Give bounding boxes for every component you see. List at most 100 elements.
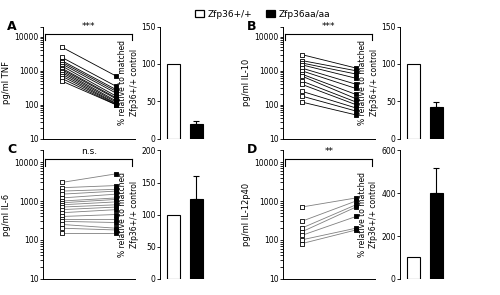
Point [58, 45, 66, 49]
Text: **: ** [324, 147, 333, 155]
Point [58, 210, 66, 215]
Text: D: D [248, 143, 258, 156]
Point [58, 185, 66, 190]
Point [112, 231, 120, 235]
Point [352, 92, 360, 97]
Point [112, 183, 120, 188]
Point [112, 102, 120, 107]
Point [112, 212, 120, 217]
Y-axis label: % relative to matched
Zfp36+/+ control: % relative to matched Zfp36+/+ control [358, 172, 378, 257]
Point [58, 66, 66, 71]
Point [352, 66, 360, 71]
Text: ***: *** [322, 22, 336, 31]
Point [298, 233, 306, 238]
Point [112, 94, 120, 98]
Point [298, 58, 306, 63]
Point [58, 207, 66, 212]
Point [352, 202, 360, 207]
Point [112, 205, 120, 209]
Point [58, 202, 66, 207]
Point [298, 60, 306, 65]
Point [352, 109, 360, 113]
Point [112, 189, 120, 194]
Point [298, 89, 306, 94]
Point [298, 230, 306, 234]
Point [352, 102, 360, 107]
Point [112, 207, 120, 212]
Point [298, 219, 306, 224]
Bar [190, 124, 203, 139]
Point [58, 180, 66, 185]
Point [58, 226, 66, 231]
Point [58, 192, 66, 196]
Point [58, 231, 66, 235]
Point [112, 87, 120, 92]
Text: n.s.: n.s. [80, 147, 97, 155]
Bar [190, 199, 203, 279]
Point [58, 219, 66, 224]
Point [112, 199, 120, 204]
Point [58, 76, 66, 81]
Point [58, 78, 66, 83]
Point [58, 67, 66, 72]
Point [298, 62, 306, 67]
Point [352, 100, 360, 104]
Y-axis label: pg/ml IL-10: pg/ml IL-10 [242, 59, 252, 106]
Point [112, 202, 120, 207]
Point [58, 60, 66, 64]
Point [112, 91, 120, 95]
Text: C: C [8, 143, 16, 156]
Point [58, 68, 66, 73]
Point [352, 214, 360, 219]
Bar [407, 257, 420, 279]
Point [352, 86, 360, 91]
Point [298, 205, 306, 209]
Y-axis label: pg/ml IL-12p40: pg/ml IL-12p40 [242, 183, 252, 246]
Point [352, 205, 360, 209]
Text: B: B [248, 20, 257, 33]
Point [298, 66, 306, 71]
Y-axis label: % relative to matched
Zfp36+/+ control: % relative to matched Zfp36+/+ control [118, 172, 139, 257]
Point [112, 196, 120, 200]
Bar [430, 193, 443, 279]
Bar [407, 64, 420, 139]
Point [112, 95, 120, 100]
Point [352, 76, 360, 81]
Bar [167, 64, 180, 139]
Point [58, 74, 66, 78]
Bar [167, 214, 180, 279]
Y-axis label: % relative to matched
Zfp36+/+ control: % relative to matched Zfp36+/+ control [358, 40, 378, 125]
Text: ***: *** [82, 22, 96, 31]
Point [112, 187, 120, 192]
Point [298, 226, 306, 231]
Point [298, 52, 306, 57]
Point [58, 200, 66, 205]
Point [58, 55, 66, 60]
Point [58, 196, 66, 200]
Point [58, 214, 66, 219]
Point [58, 217, 66, 221]
Point [298, 72, 306, 76]
Y-axis label: pg/ml TNF: pg/ml TNF [2, 61, 12, 104]
Point [112, 101, 120, 106]
Point [298, 100, 306, 104]
Point [112, 226, 120, 231]
Point [58, 63, 66, 68]
Point [112, 99, 120, 103]
Point [352, 196, 360, 200]
Bar [430, 107, 443, 139]
Text: A: A [8, 20, 17, 33]
Point [352, 106, 360, 110]
Point [58, 199, 66, 203]
Point [298, 82, 306, 87]
Point [352, 113, 360, 117]
Point [58, 61, 66, 66]
Point [112, 96, 120, 101]
Point [298, 241, 306, 246]
Point [58, 58, 66, 63]
Point [112, 217, 120, 221]
Point [298, 237, 306, 242]
Point [58, 70, 66, 75]
Point [58, 72, 66, 76]
Point [352, 226, 360, 231]
